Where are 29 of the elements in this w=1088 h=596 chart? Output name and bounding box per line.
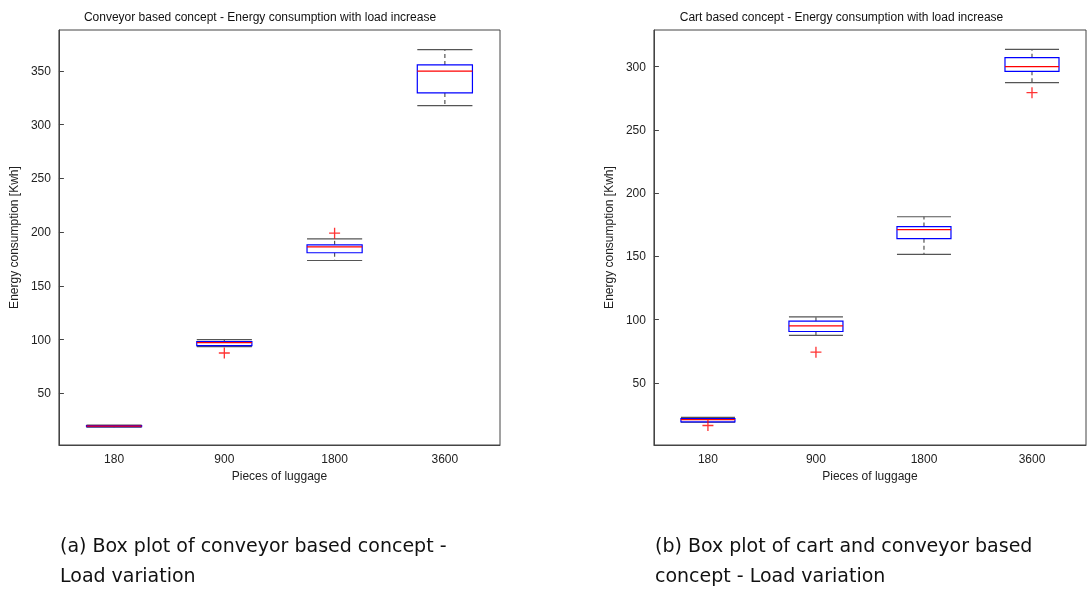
y-tick-label: 200 [30,225,52,240]
y-tick-label: 50 [37,386,52,401]
y-tick-label: 300 [625,59,647,74]
x-axis-title: Pieces of luggage [231,468,328,483]
y-tick-label: 100 [30,332,52,347]
y-tick-label: 50 [632,376,647,390]
y-axis-title: Energy consumption [Kwh] [7,166,21,309]
x-tick-label: 900 [214,452,235,466]
x-tick-label: 3600 [431,452,459,466]
x-tick-label: 900 [805,452,827,466]
y-tick-label: 200 [625,186,647,201]
text: (a) Box plot of conveyor based concept - Load variation [60,533,448,588]
y-tick-label: 100 [625,312,647,327]
y-tick-label: 250 [30,171,52,186]
y-tick-label: 300 [30,117,52,132]
y-tick-label: 150 [625,249,647,264]
y-tick-label: 350 [30,63,52,78]
y-tick-label: 250 [625,122,647,137]
y-axis-title: Energy consumption [Kwh] [602,166,616,309]
x-tick-label: 1800 [321,452,349,466]
chart-title: Cart based concept - Energy consumption with load increase [679,10,1004,24]
x-tick-label: 180 [104,452,125,466]
text: (b) Box plot of cart and conveyor based concept - Load variation [655,533,1034,588]
x-axis-title: Pieces of luggage [822,468,918,483]
chart-title: Conveyor based concept - Energy consumption with load increase [83,10,437,24]
x-tick-label: 3600 [1018,452,1046,466]
x-tick-label: 1800 [910,452,938,466]
y-tick-label: 150 [30,278,52,293]
x-tick-label: 180 [697,452,719,466]
